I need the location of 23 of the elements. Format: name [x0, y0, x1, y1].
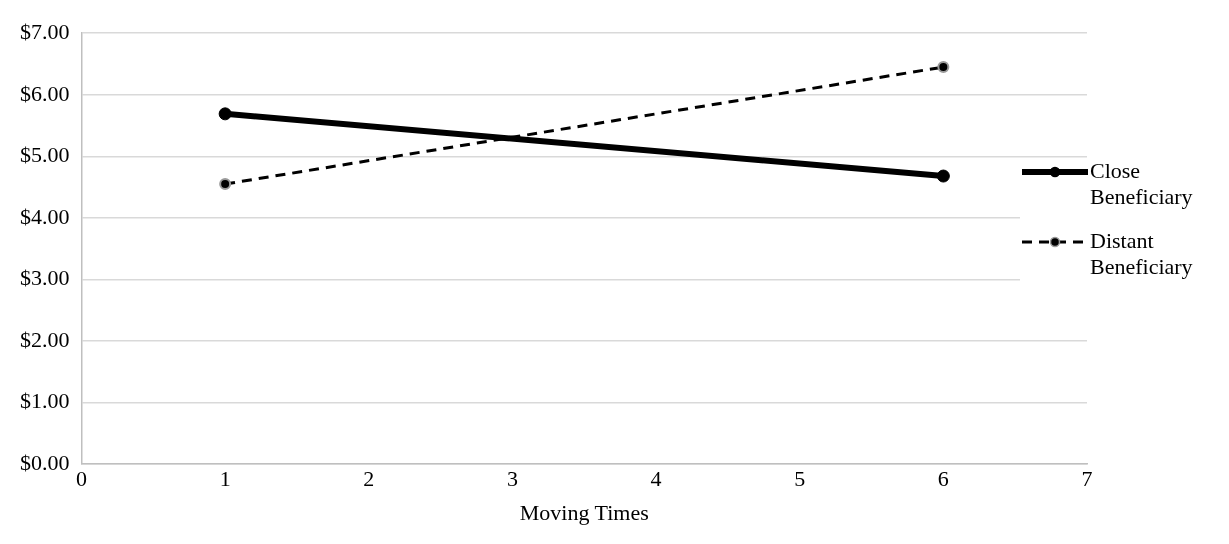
- x-axis-title: Moving Times: [519, 499, 649, 525]
- x-tick-label: 6: [937, 466, 949, 492]
- x-tick-label: 4: [650, 466, 662, 492]
- x-tick-label: 7: [1081, 466, 1093, 492]
- point: [937, 61, 950, 74]
- y-tick-label: $4.00: [20, 203, 70, 229]
- point: [218, 107, 232, 121]
- y-tick-label: $5.00: [20, 142, 70, 168]
- y-tick-label: $0.00: [20, 449, 70, 475]
- legend-label: Close Beneficiary: [1090, 158, 1194, 210]
- x-tick-label: 0: [76, 466, 87, 492]
- y-tick-label: $1.00: [20, 388, 70, 414]
- y-tick-label: $7.00: [20, 18, 70, 44]
- legend-label: Distant Beneficiary: [1090, 228, 1194, 280]
- y-tick-label: $3.00: [20, 265, 70, 291]
- y-tick-label: $2.00: [20, 326, 70, 352]
- x-tick-label: 3: [506, 466, 518, 492]
- x-tick-label: 1: [219, 466, 231, 492]
- point: [936, 169, 950, 183]
- x-tick-label: 5: [794, 466, 806, 492]
- y-tick-label: $6.00: [20, 80, 70, 106]
- x-tick-label: 2: [363, 466, 375, 492]
- point: [219, 178, 232, 191]
